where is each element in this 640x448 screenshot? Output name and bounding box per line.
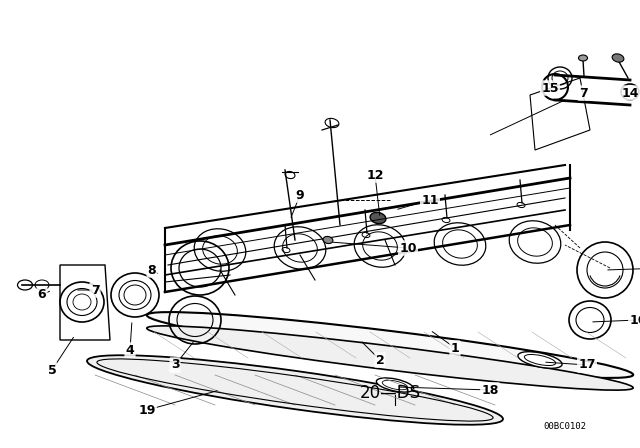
- Ellipse shape: [579, 55, 588, 61]
- Text: 9: 9: [296, 189, 304, 202]
- Text: 8: 8: [148, 263, 156, 276]
- Text: 18: 18: [481, 383, 499, 396]
- Text: 6: 6: [38, 289, 46, 302]
- Ellipse shape: [518, 352, 562, 368]
- Text: 20—DS: 20—DS: [360, 384, 420, 402]
- Polygon shape: [60, 265, 110, 340]
- Text: 14: 14: [621, 86, 639, 99]
- Ellipse shape: [147, 326, 633, 390]
- Ellipse shape: [147, 312, 633, 378]
- Ellipse shape: [612, 54, 624, 62]
- Text: 11: 11: [421, 194, 439, 207]
- Text: 2: 2: [376, 353, 385, 366]
- Text: 12: 12: [366, 168, 384, 181]
- Text: 1: 1: [451, 341, 460, 354]
- Text: 4: 4: [125, 344, 134, 357]
- Ellipse shape: [370, 212, 386, 224]
- Ellipse shape: [376, 378, 413, 392]
- Text: 19: 19: [138, 404, 156, 417]
- Text: 10: 10: [399, 241, 417, 254]
- Text: 00BC0102: 00BC0102: [543, 422, 586, 431]
- Text: 17: 17: [579, 358, 596, 371]
- Text: 3: 3: [171, 358, 179, 371]
- Text: 7: 7: [579, 86, 588, 99]
- Text: 16: 16: [629, 314, 640, 327]
- Text: 5: 5: [47, 363, 56, 376]
- Text: 15: 15: [541, 82, 559, 95]
- Ellipse shape: [87, 355, 503, 425]
- Ellipse shape: [323, 237, 333, 244]
- Polygon shape: [530, 78, 590, 150]
- Text: 7: 7: [91, 284, 99, 297]
